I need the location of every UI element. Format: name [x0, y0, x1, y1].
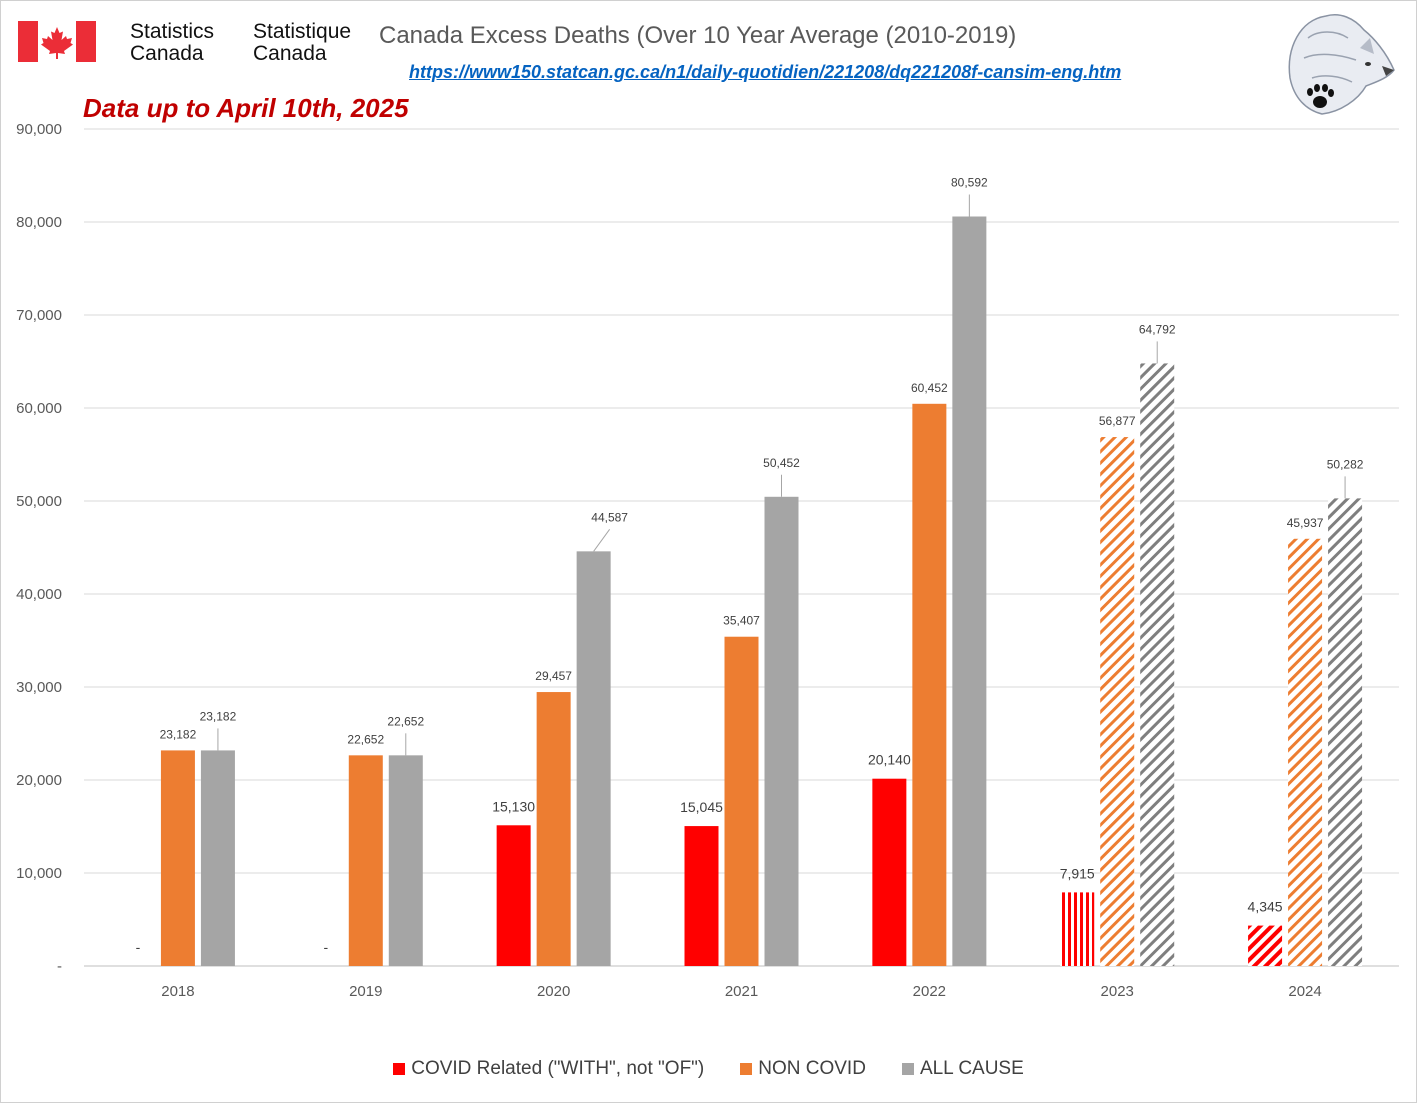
y-tick-label: 70,000 [16, 307, 62, 324]
y-tick-label: 30,000 [16, 679, 62, 696]
legend-item-all-cause: ALL CAUSE [901, 1058, 1024, 1080]
org-fr-line2: Canada [253, 42, 327, 65]
data-label-non-covid-2024: 45,937 [1287, 516, 1324, 530]
data-label-all-cause-2020: 44,587 [591, 510, 628, 524]
bar-non-covid-2020 [536, 692, 571, 966]
y-tick-label: - [57, 958, 62, 975]
legend-swatch-covid [393, 1063, 406, 1075]
x-tick-label: 2019 [349, 983, 382, 1000]
y-tick-label: 60,000 [16, 400, 62, 417]
x-tick-label: 2021 [725, 983, 758, 1000]
legend-label-all-cause: ALL CAUSE [919, 1058, 1024, 1079]
data-label-all-cause-2022: 80,592 [951, 175, 988, 189]
bar-all-cause-2024 [1328, 498, 1363, 966]
x-tick-label: 2020 [537, 983, 570, 1000]
bar-covid-2024 [1248, 925, 1283, 966]
y-tick-label: 40,000 [16, 586, 62, 603]
data-label-non-covid-2022: 60,452 [911, 381, 948, 395]
org-en-line1: Statistics [130, 20, 215, 43]
bar-non-covid-2023 [1100, 437, 1135, 966]
data-label-non-covid-2020: 29,457 [535, 669, 572, 683]
data-label-non-covid-2018: 23,182 [160, 727, 197, 741]
wolf-paw-logo-icon [1288, 14, 1395, 115]
y-tick-label: 10,000 [16, 865, 62, 882]
y-tick-label: 20,000 [16, 772, 62, 789]
data-label-covid-2020: 15,130 [492, 798, 535, 814]
bar-all-cause-2019 [388, 755, 423, 966]
chart-legend: COVID Related ("WITH", not "OF") NON COV… [0, 1058, 1417, 1080]
data-label-all-cause-2019: 22,652 [387, 714, 424, 728]
bar-covid-2020 [496, 825, 531, 966]
y-tick-label: 50,000 [16, 493, 62, 510]
bar-covid-2021 [684, 826, 719, 966]
data-label-all-cause-2018: 23,182 [200, 709, 237, 723]
bar-non-covid-2021 [724, 636, 759, 966]
source-link[interactable]: https://www150.statcan.gc.ca/n1/daily-qu… [409, 62, 1122, 82]
data-date-note: Data up to April 10th, 2025 [83, 93, 409, 123]
org-name-french: Statistique Canada [253, 21, 351, 65]
bar-covid-2022 [872, 778, 907, 966]
legend-label-covid: COVID Related ("WITH", not "OF") [411, 1058, 705, 1079]
data-label-non-covid-2019: 22,652 [347, 732, 384, 746]
legend-item-covid: COVID Related ("WITH", not "OF") [393, 1058, 704, 1080]
bar-all-cause-2021 [764, 496, 799, 966]
data-label-covid-2021: 15,045 [680, 799, 723, 815]
legend-item-non-covid: NON COVID [740, 1058, 866, 1080]
bar-all-cause-2018 [200, 750, 235, 966]
data-label-covid-2018: - [136, 939, 141, 955]
x-tick-label: 2024 [1288, 983, 1321, 1000]
x-tick-label: 2022 [913, 983, 946, 1000]
leader-line [593, 529, 611, 552]
legend-label-non-covid: NON COVID [758, 1058, 866, 1079]
bar-non-covid-2019 [348, 755, 383, 966]
chart-title: Canada Excess Deaths (Over 10 Year Avera… [379, 22, 1017, 49]
data-label-all-cause-2023: 64,792 [1139, 322, 1176, 336]
org-en-line2: Canada [130, 42, 204, 65]
canada-flag-icon [18, 21, 96, 62]
x-tick-label: 2023 [1101, 983, 1134, 1000]
legend-swatch-all-cause [901, 1063, 914, 1075]
bar-all-cause-2023 [1140, 363, 1175, 966]
bar-all-cause-2022 [952, 216, 987, 967]
data-label-non-covid-2023: 56,877 [1099, 414, 1136, 428]
data-label-covid-2019: - [323, 939, 328, 955]
x-tick-label: 2018 [161, 983, 194, 1000]
data-label-covid-2023: 7,915 [1060, 865, 1095, 881]
bar-all-cause-2020 [576, 551, 611, 966]
data-label-covid-2022: 20,140 [868, 752, 911, 768]
bar-non-covid-2018 [160, 750, 195, 966]
legend-swatch-non-covid [740, 1063, 753, 1075]
org-fr-line1: Statistique [253, 20, 352, 43]
data-label-all-cause-2024: 50,282 [1327, 457, 1364, 471]
y-tick-label: 80,000 [16, 214, 62, 231]
y-tick-label: 90,000 [16, 121, 62, 138]
bar-non-covid-2022 [912, 403, 947, 966]
data-label-non-covid-2021: 35,407 [723, 614, 760, 628]
bar-covid-2023 [1060, 892, 1095, 966]
data-label-all-cause-2021: 50,452 [763, 456, 800, 470]
org-name-english: Statistics Canada [130, 21, 214, 65]
data-label-covid-2024: 4,345 [1248, 899, 1283, 915]
bar-non-covid-2024 [1288, 538, 1323, 966]
